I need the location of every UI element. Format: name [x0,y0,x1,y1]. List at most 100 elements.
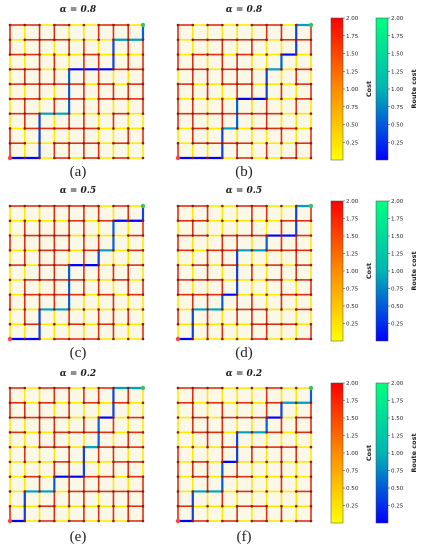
grid-node [294,322,298,326]
grid-node [141,519,145,523]
grid-node [38,68,41,71]
grid-node [112,263,115,267]
grid-node [176,293,180,296]
colorbar-gradient [330,17,344,161]
grid-node [191,97,195,101]
grid-node [191,82,195,86]
grid-node [38,127,41,130]
grid-node [67,278,71,282]
colorbar-tick-label: 0.75 [391,105,404,111]
grid-node [53,475,56,478]
grid-node [191,263,195,267]
grid-node [176,263,180,267]
grid-node [280,504,283,508]
grid-node [250,68,254,71]
grid-node [176,204,180,208]
grid-node [280,156,283,160]
grid-node [141,445,145,449]
grid-node [221,401,224,405]
grid-node [191,504,195,508]
grid-node [280,112,283,115]
grid-node [141,337,145,341]
grid-node [265,504,268,508]
grid-node [23,141,27,145]
colorbar-tick-label: 0.75 [391,469,404,475]
grid-node [82,386,86,390]
grid-node [294,249,298,252]
grid-node [23,445,27,449]
grid-node [141,68,145,71]
grid-node [280,38,283,42]
grid-node [23,416,27,419]
start-node [175,155,181,161]
grid-node [53,322,56,326]
grid-node [294,38,298,42]
grid-node [294,112,298,115]
grid-node [280,431,283,434]
colorbar-tick-label: 0.25 [346,504,359,510]
grid-node [97,97,100,101]
grid-node [141,141,145,145]
grid-node [53,68,56,71]
grid-node [265,156,268,160]
grid-node [82,475,86,478]
grid-node [8,278,12,282]
grid-node [309,82,313,86]
grid-node [23,38,27,42]
grid-node [23,82,27,86]
grid-node [294,460,298,464]
grid-node [97,68,100,71]
grid-node [250,219,254,223]
grid-node [191,416,195,419]
panel-title: α = 0.8 [60,5,97,15]
colorbar-tick-label: 1.50 [391,234,404,240]
grid-node [82,249,86,252]
grid-node [250,445,254,449]
grid-node [141,263,145,267]
grid-node [112,337,115,341]
cost-grid [7,22,146,161]
grid-node [206,249,209,252]
grid-node [294,97,298,101]
grid-node [191,23,195,27]
grid-node [126,97,130,101]
grid-node [97,204,100,208]
grid-node [8,38,12,42]
grid-node [38,445,41,449]
grid-node [265,475,268,478]
grid-node [38,249,41,252]
grid-node [53,97,56,101]
grid-node [38,431,41,434]
goal-node [308,385,314,391]
grid-node [53,204,56,208]
grid-node [53,23,56,27]
grid-node [206,97,209,101]
grid-node [309,416,313,419]
grid-node [126,308,130,311]
grid-node [8,82,12,86]
grid-node [280,416,283,419]
grid-node [176,308,180,311]
colorbar-tick-label: 2.00 [391,381,404,387]
grid-node [294,431,298,434]
grid-node [265,38,268,42]
grid-node [280,490,283,493]
grid-node [53,504,56,508]
grid-node [141,234,145,237]
grid-node [250,504,254,508]
grid-node [141,112,145,115]
grid-node [206,112,209,115]
grid-node [265,127,268,130]
grid-node [23,293,27,296]
colorbar-tick-label: 1.50 [346,234,359,240]
grid-node [82,82,86,86]
grid-node [309,234,313,237]
grid-node [265,23,268,27]
grid-node [309,519,313,523]
grid-node [82,204,86,208]
grid-node [97,293,100,296]
grid-node [235,112,239,115]
colorbar-tick-label: 0.50 [346,304,359,310]
grid-node [309,97,313,101]
grid-background [10,206,143,339]
